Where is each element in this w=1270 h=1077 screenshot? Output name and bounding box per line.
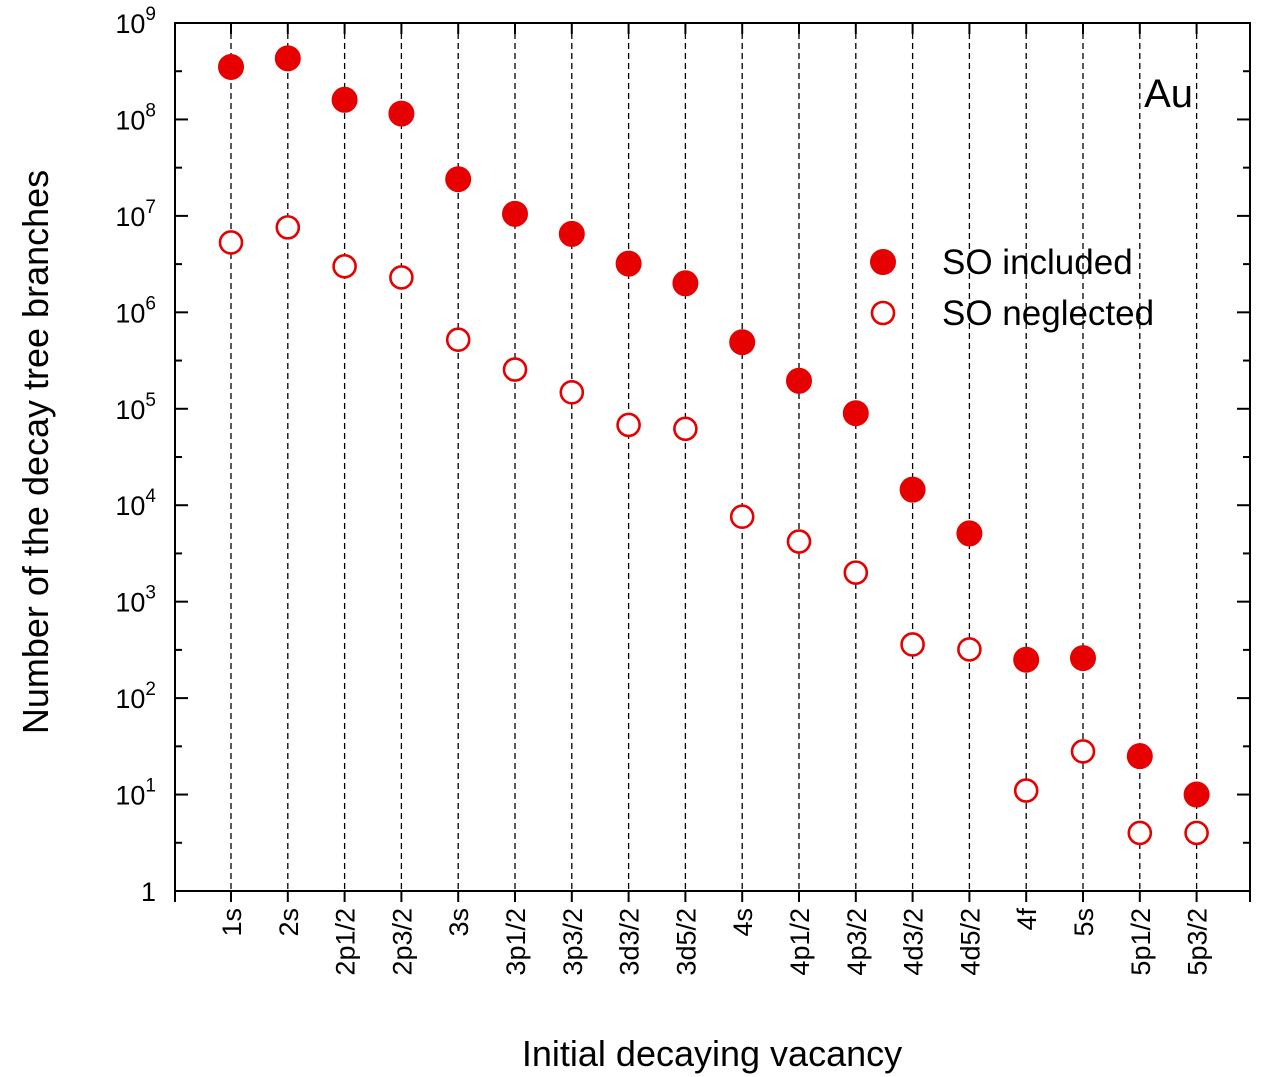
point-so-included xyxy=(1183,781,1210,808)
x-tick-label: 5p1/2 xyxy=(1126,908,1156,976)
point-so-included xyxy=(218,53,244,80)
category-guide-lines xyxy=(230,23,1198,891)
point-so-included xyxy=(1013,646,1040,673)
x-tick-label: 4d3/2 xyxy=(899,908,929,976)
point-so-included xyxy=(558,220,585,247)
x-tick-label: 3s xyxy=(444,908,474,937)
legend-marker xyxy=(870,249,896,275)
point-so-included xyxy=(274,45,301,72)
y-tick-label: 109 xyxy=(115,4,156,39)
point-so-neglected xyxy=(218,230,244,255)
legend-label: SO included xyxy=(942,243,1133,282)
point-so-neglected xyxy=(843,560,869,585)
y-tick-label: 106 xyxy=(115,293,156,328)
y-axis-label: Number of the decay tree branches xyxy=(15,170,56,734)
point-so-included xyxy=(672,270,699,297)
y-tick-label: 101 xyxy=(115,776,156,811)
y-tick-label: 104 xyxy=(115,486,156,521)
point-so-included xyxy=(615,250,642,277)
x-tick-label: 3d3/2 xyxy=(615,908,645,976)
point-so-neglected xyxy=(502,357,528,382)
point-so-included xyxy=(502,200,528,227)
y-tick-label: 108 xyxy=(115,100,156,135)
data-points xyxy=(218,45,1210,846)
point-so-neglected xyxy=(332,254,357,279)
point-so-neglected xyxy=(389,265,414,290)
point-so-neglected xyxy=(957,637,982,662)
point-so-neglected xyxy=(445,327,471,353)
point-so-included xyxy=(956,520,983,547)
point-so-neglected xyxy=(1070,739,1096,764)
point-so-neglected xyxy=(616,412,641,438)
point-so-included xyxy=(331,86,358,113)
y-tick-label: 105 xyxy=(115,390,156,425)
x-tick-label: 2p1/2 xyxy=(331,908,361,976)
x-tick-label: 4p3/2 xyxy=(842,908,872,976)
point-so-neglected xyxy=(900,632,925,657)
x-tick-label: 2p3/2 xyxy=(387,908,417,976)
point-so-neglected xyxy=(729,504,755,530)
point-so-neglected xyxy=(673,416,698,442)
x-tick-label: 3d5/2 xyxy=(671,908,701,976)
x-tick-label: 2s xyxy=(274,908,304,937)
legend-label: SO neglected xyxy=(942,294,1154,333)
legend-marker xyxy=(870,300,896,326)
point-so-included xyxy=(786,367,812,394)
x-tick-label: 5s xyxy=(1069,908,1099,937)
x-tick-label: 5p3/2 xyxy=(1183,908,1213,976)
point-so-neglected xyxy=(1013,778,1039,803)
point-so-included xyxy=(729,329,756,356)
point-so-included xyxy=(1070,645,1096,672)
y-tick-label: 1 xyxy=(141,877,156,907)
point-so-neglected xyxy=(275,215,301,240)
y-tick-label: 103 xyxy=(115,583,156,618)
point-so-included xyxy=(388,100,415,127)
x-tick-label: 4s xyxy=(728,908,758,937)
x-tick-label: 3p3/2 xyxy=(558,908,588,976)
x-tick-label: 4p1/2 xyxy=(785,908,815,976)
x-axis-label: Initial decaying vacancy xyxy=(522,1033,902,1074)
x-tick-label: 3p1/2 xyxy=(501,908,531,976)
x-tick-label: 4d5/2 xyxy=(955,908,985,976)
point-so-included xyxy=(1126,743,1153,770)
point-so-neglected xyxy=(559,380,585,405)
annotation-label: Au xyxy=(1144,72,1193,116)
x-tick-label: 4f xyxy=(1012,908,1042,931)
y-axis: 1 101 102 103 104 105 106 107 108 109 xyxy=(115,4,1250,907)
point-so-included xyxy=(842,400,869,427)
point-so-neglected xyxy=(1127,820,1153,846)
x-axis: 1s 2s 2p1/2 2p3/2 3s 3p1/2 3p3/2 3d3/2 3d5/2 4s 4p… xyxy=(174,23,1251,976)
point-so-neglected xyxy=(1184,820,1209,846)
point-so-included xyxy=(445,166,472,193)
legend: SO included SO neglected xyxy=(870,243,1154,333)
point-so-neglected xyxy=(786,529,812,554)
x-tick-label: 1s xyxy=(217,908,247,937)
y-tick-label: 102 xyxy=(115,679,156,714)
y-tick-label: 107 xyxy=(115,197,156,232)
point-so-included xyxy=(899,476,926,503)
